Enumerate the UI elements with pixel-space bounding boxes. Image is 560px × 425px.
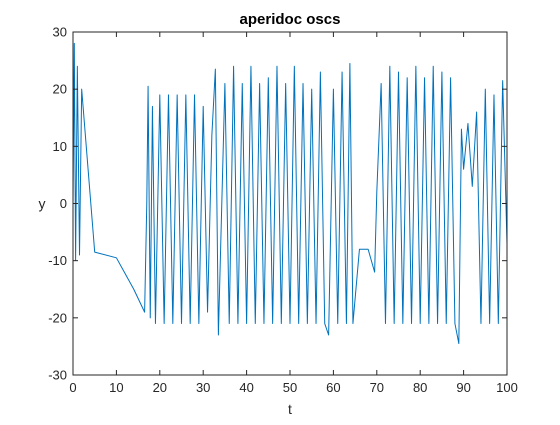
y-tick-label: 20 [53, 82, 67, 97]
chart-title: aperidoc oscs [240, 11, 341, 28]
x-axis-label: t [288, 401, 292, 417]
x-tick-label: 30 [196, 380, 210, 395]
y-tick-label: 0 [60, 196, 67, 211]
x-tick-label: 50 [283, 380, 297, 395]
y-tick-label: 30 [53, 25, 67, 40]
y-tick-label: -10 [48, 253, 67, 268]
y-tick-label: -20 [48, 310, 67, 325]
ticks-layer: 0 10 20 30 40 50 60 70 80 90 100 -30 -20 -10 0 10 20 30 [48, 25, 518, 396]
x-tick-label: 40 [239, 380, 253, 395]
series-line-1 [72, 42, 508, 345]
x-tick-label: 60 [326, 380, 340, 395]
x-tick-label: 100 [496, 380, 518, 395]
x-tick-label: 70 [370, 380, 384, 395]
x-tick-label: 80 [413, 380, 427, 395]
x-tick-label: 20 [153, 380, 167, 395]
x-tick-label: 10 [109, 380, 123, 395]
y-tick-label: -30 [48, 368, 67, 383]
y-axis-label: y [39, 196, 46, 212]
x-tick-label: 0 [69, 380, 76, 395]
x-tick-label: 90 [456, 380, 470, 395]
y-tick-label: 10 [53, 139, 67, 154]
series-layer [72, 42, 508, 345]
